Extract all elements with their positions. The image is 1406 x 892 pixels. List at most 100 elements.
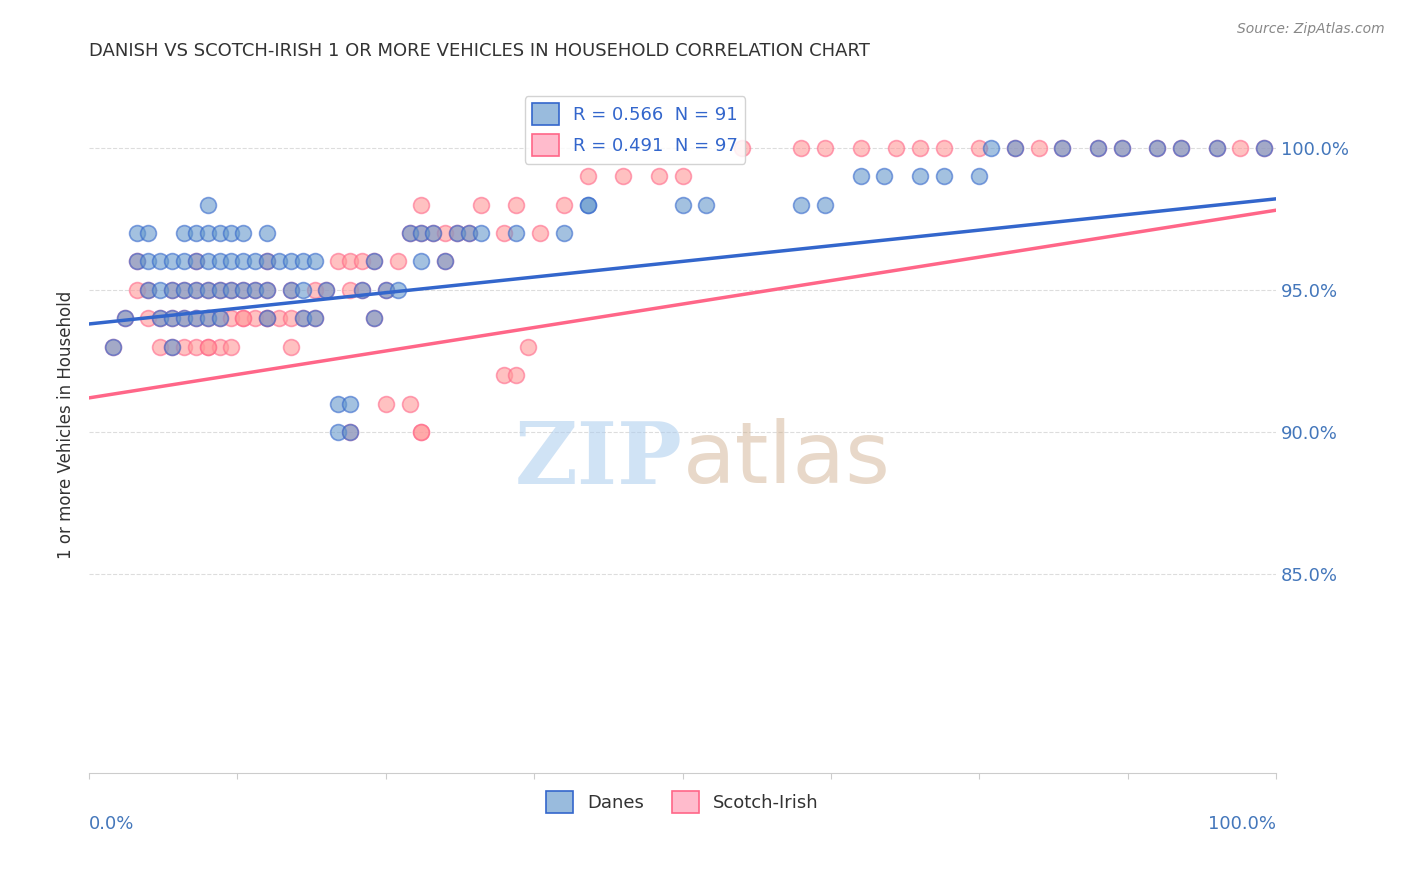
Point bbox=[256, 283, 278, 297]
Point bbox=[125, 254, 148, 268]
Point bbox=[291, 311, 314, 326]
Point bbox=[232, 311, 254, 326]
Point bbox=[494, 226, 516, 240]
Point bbox=[434, 226, 457, 240]
Point bbox=[160, 340, 183, 354]
Point bbox=[374, 396, 396, 410]
Point bbox=[256, 311, 278, 326]
Point bbox=[576, 197, 599, 211]
Point bbox=[387, 283, 409, 297]
Point bbox=[731, 141, 754, 155]
Point bbox=[184, 254, 207, 268]
Point bbox=[1205, 141, 1227, 155]
Point bbox=[339, 425, 361, 439]
Point bbox=[374, 283, 396, 297]
Point bbox=[304, 254, 326, 268]
Point bbox=[612, 169, 634, 183]
Point bbox=[125, 254, 148, 268]
Point bbox=[232, 254, 254, 268]
Point bbox=[470, 226, 492, 240]
Point bbox=[160, 254, 183, 268]
Text: ZIP: ZIP bbox=[515, 417, 682, 501]
Point bbox=[695, 197, 717, 211]
Point bbox=[267, 254, 290, 268]
Point bbox=[197, 340, 219, 354]
Point bbox=[553, 197, 575, 211]
Point bbox=[197, 254, 219, 268]
Point bbox=[125, 283, 148, 297]
Point bbox=[352, 254, 374, 268]
Point bbox=[363, 311, 385, 326]
Point bbox=[908, 141, 931, 155]
Point bbox=[208, 254, 231, 268]
Point bbox=[434, 254, 457, 268]
Point bbox=[221, 283, 243, 297]
Point bbox=[1087, 141, 1109, 155]
Point bbox=[446, 226, 468, 240]
Point bbox=[173, 226, 195, 240]
Point bbox=[1004, 141, 1026, 155]
Point bbox=[149, 311, 172, 326]
Point bbox=[363, 254, 385, 268]
Point bbox=[256, 254, 278, 268]
Point bbox=[553, 226, 575, 240]
Point bbox=[173, 311, 195, 326]
Legend: Danes, Scotch-Irish: Danes, Scotch-Irish bbox=[538, 783, 827, 820]
Point bbox=[576, 197, 599, 211]
Point bbox=[138, 311, 160, 326]
Point bbox=[304, 311, 326, 326]
Point bbox=[434, 254, 457, 268]
Point bbox=[245, 311, 267, 326]
Point bbox=[328, 396, 350, 410]
Point bbox=[980, 141, 1002, 155]
Point bbox=[457, 226, 479, 240]
Point bbox=[197, 283, 219, 297]
Point bbox=[422, 226, 444, 240]
Point bbox=[138, 254, 160, 268]
Point bbox=[1205, 141, 1227, 155]
Text: atlas: atlas bbox=[682, 418, 890, 501]
Point bbox=[529, 226, 551, 240]
Point bbox=[245, 254, 267, 268]
Point bbox=[291, 283, 314, 297]
Point bbox=[671, 169, 693, 183]
Point bbox=[291, 311, 314, 326]
Point bbox=[422, 226, 444, 240]
Point bbox=[280, 283, 302, 297]
Point bbox=[932, 169, 955, 183]
Point bbox=[184, 311, 207, 326]
Point bbox=[790, 141, 813, 155]
Point bbox=[184, 254, 207, 268]
Point bbox=[232, 226, 254, 240]
Point bbox=[173, 254, 195, 268]
Point bbox=[304, 283, 326, 297]
Point bbox=[1170, 141, 1192, 155]
Point bbox=[208, 311, 231, 326]
Point bbox=[221, 283, 243, 297]
Point bbox=[173, 311, 195, 326]
Point bbox=[1028, 141, 1050, 155]
Point bbox=[256, 311, 278, 326]
Point bbox=[114, 311, 136, 326]
Point bbox=[505, 226, 527, 240]
Point bbox=[849, 169, 872, 183]
Point bbox=[505, 368, 527, 383]
Point bbox=[256, 226, 278, 240]
Point bbox=[398, 226, 420, 240]
Point bbox=[184, 283, 207, 297]
Point bbox=[149, 283, 172, 297]
Point bbox=[149, 311, 172, 326]
Point bbox=[1146, 141, 1168, 155]
Point bbox=[411, 425, 433, 439]
Point bbox=[184, 226, 207, 240]
Point bbox=[184, 283, 207, 297]
Point bbox=[280, 283, 302, 297]
Point bbox=[221, 254, 243, 268]
Point bbox=[1111, 141, 1133, 155]
Point bbox=[245, 283, 267, 297]
Point bbox=[256, 254, 278, 268]
Point bbox=[1004, 141, 1026, 155]
Point bbox=[208, 311, 231, 326]
Point bbox=[138, 226, 160, 240]
Point bbox=[1111, 141, 1133, 155]
